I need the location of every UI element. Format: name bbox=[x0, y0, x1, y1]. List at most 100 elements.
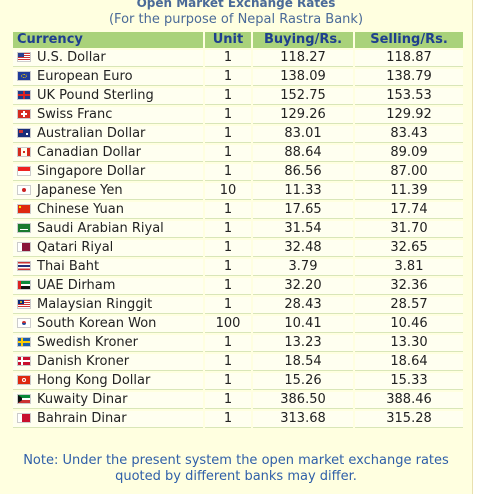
currency-cell: Hong Kong Dollar bbox=[13, 373, 203, 390]
china-flag-icon bbox=[17, 204, 31, 214]
currency-cell: Danish Kroner bbox=[13, 354, 203, 371]
currency-cell: Kuwaity Dinar bbox=[13, 392, 203, 409]
currency-cell: Thai Baht bbox=[13, 259, 203, 276]
buying-rate-cell: 10.41 bbox=[253, 316, 353, 333]
unit-cell: 1 bbox=[205, 164, 251, 181]
table-row: Bahrain Dinar 1 313.68 315.28 bbox=[13, 411, 463, 428]
currency-cell: European Euro bbox=[13, 69, 203, 86]
buying-rate-cell: 83.01 bbox=[253, 126, 353, 143]
selling-rate-cell: 388.46 bbox=[355, 392, 463, 409]
selling-rate-cell: 3.81 bbox=[355, 259, 463, 276]
table-row: Hong Kong Dollar 1 15.26 15.33 bbox=[13, 373, 463, 390]
selling-rate-cell: 315.28 bbox=[355, 411, 463, 428]
eu-flag-icon bbox=[17, 71, 31, 81]
selling-rate-cell: 17.74 bbox=[355, 202, 463, 219]
selling-rate-cell: 138.79 bbox=[355, 69, 463, 86]
bahrain-flag-icon bbox=[17, 413, 31, 423]
thailand-flag-icon bbox=[17, 261, 31, 271]
table-row: U.S. Dollar 1 118.27 118.87 bbox=[13, 50, 463, 67]
buying-rate-cell: 17.65 bbox=[253, 202, 353, 219]
currency-cell: Canadian Dollar bbox=[13, 145, 203, 162]
japan-flag-icon bbox=[17, 185, 31, 195]
exchange-rates-table: Currency Unit Buying/Rs. Selling/Rs. U.S… bbox=[11, 30, 465, 430]
unit-cell: 1 bbox=[205, 88, 251, 105]
buying-rate-cell: 28.43 bbox=[253, 297, 353, 314]
selling-rate-cell: 129.92 bbox=[355, 107, 463, 124]
table-body: U.S. Dollar 1 118.27 118.87 European Euro 1 13… bbox=[13, 50, 463, 428]
currency-cell: Bahrain Dinar bbox=[13, 411, 203, 428]
table-row: UAE Dirham 1 32.20 32.36 bbox=[13, 278, 463, 295]
table-row: Thai Baht 1 3.79 3.81 bbox=[13, 259, 463, 276]
kuwait-flag-icon bbox=[17, 394, 31, 404]
unit-cell: 1 bbox=[205, 354, 251, 371]
currency-name: Japanese Yen bbox=[37, 183, 123, 198]
malaysia-flag-icon bbox=[17, 299, 31, 309]
unit-cell: 100 bbox=[205, 316, 251, 333]
table-row: Malaysian Ringgit 1 28.43 28.57 bbox=[13, 297, 463, 314]
buying-rate-cell: 32.48 bbox=[253, 240, 353, 257]
unit-cell: 10 bbox=[205, 183, 251, 200]
note-line-2: quoted by different banks may differ. bbox=[115, 469, 357, 484]
currency-name: UAE Dirham bbox=[37, 278, 116, 293]
unit-cell: 1 bbox=[205, 335, 251, 352]
table-row: Australian Dollar 1 83.01 83.43 bbox=[13, 126, 463, 143]
selling-rate-cell: 89.09 bbox=[355, 145, 463, 162]
currency-cell: Japanese Yen bbox=[13, 183, 203, 200]
selling-rate-cell: 13.30 bbox=[355, 335, 463, 352]
selling-rate-cell: 32.36 bbox=[355, 278, 463, 295]
canada-flag-icon bbox=[17, 147, 31, 157]
currency-cell: UK Pound Sterling bbox=[13, 88, 203, 105]
unit-cell: 1 bbox=[205, 297, 251, 314]
currency-name: Saudi Arabian Riyal bbox=[37, 221, 164, 236]
disclaimer-note: Note: Under the present system the open … bbox=[0, 453, 472, 485]
selling-rate-cell: 87.00 bbox=[355, 164, 463, 181]
buying-rate-cell: 88.64 bbox=[253, 145, 353, 162]
buying-rate-cell: 386.50 bbox=[253, 392, 353, 409]
selling-rate-cell: 11.39 bbox=[355, 183, 463, 200]
currency-cell: Singapore Dollar bbox=[13, 164, 203, 181]
currency-cell: Chinese Yuan bbox=[13, 202, 203, 219]
currency-name: Australian Dollar bbox=[37, 126, 146, 141]
buying-rate-cell: 86.56 bbox=[253, 164, 353, 181]
australia-flag-icon bbox=[17, 128, 31, 138]
currency-name: Singapore Dollar bbox=[37, 164, 146, 179]
sweden-flag-icon bbox=[17, 337, 31, 347]
table-row: Japanese Yen 10 11.33 11.39 bbox=[13, 183, 463, 200]
unit-cell: 1 bbox=[205, 411, 251, 428]
table-row: Swedish Kroner 1 13.23 13.30 bbox=[13, 335, 463, 352]
currency-cell: UAE Dirham bbox=[13, 278, 203, 295]
table-row: European Euro 1 138.09 138.79 bbox=[13, 69, 463, 86]
unit-cell: 1 bbox=[205, 145, 251, 162]
selling-rate-cell: 31.70 bbox=[355, 221, 463, 238]
unit-cell: 1 bbox=[205, 259, 251, 276]
swiss-flag-icon bbox=[17, 109, 31, 119]
column-header-buying: Buying/Rs. bbox=[253, 32, 353, 48]
korea-flag-icon bbox=[17, 318, 31, 328]
currency-cell: Australian Dollar bbox=[13, 126, 203, 143]
currency-name: Swiss Franc bbox=[37, 107, 113, 122]
selling-rate-cell: 32.65 bbox=[355, 240, 463, 257]
uae-flag-icon bbox=[17, 280, 31, 290]
unit-cell: 1 bbox=[205, 50, 251, 67]
singapore-flag-icon bbox=[17, 166, 31, 176]
currency-name: U.S. Dollar bbox=[37, 50, 106, 65]
table-row: South Korean Won 100 10.41 10.46 bbox=[13, 316, 463, 333]
currency-name: Canadian Dollar bbox=[37, 145, 141, 160]
currency-name: Danish Kroner bbox=[37, 354, 130, 369]
table-row: UK Pound Sterling 1 152.75 153.53 bbox=[13, 88, 463, 105]
currency-cell: U.S. Dollar bbox=[13, 50, 203, 67]
saudi-flag-icon bbox=[17, 223, 31, 233]
buying-rate-cell: 152.75 bbox=[253, 88, 353, 105]
selling-rate-cell: 83.43 bbox=[355, 126, 463, 143]
unit-cell: 1 bbox=[205, 107, 251, 124]
qatar-flag-icon bbox=[17, 242, 31, 252]
unit-cell: 1 bbox=[205, 126, 251, 143]
currency-name: Thai Baht bbox=[37, 259, 100, 274]
note-line-1: Note: Under the present system the open … bbox=[23, 453, 449, 468]
us-flag-icon bbox=[17, 52, 31, 62]
unit-cell: 1 bbox=[205, 240, 251, 257]
currency-name: UK Pound Sterling bbox=[37, 88, 154, 103]
selling-rate-cell: 18.64 bbox=[355, 354, 463, 371]
unit-cell: 1 bbox=[205, 373, 251, 390]
hongkong-flag-icon bbox=[17, 375, 31, 385]
